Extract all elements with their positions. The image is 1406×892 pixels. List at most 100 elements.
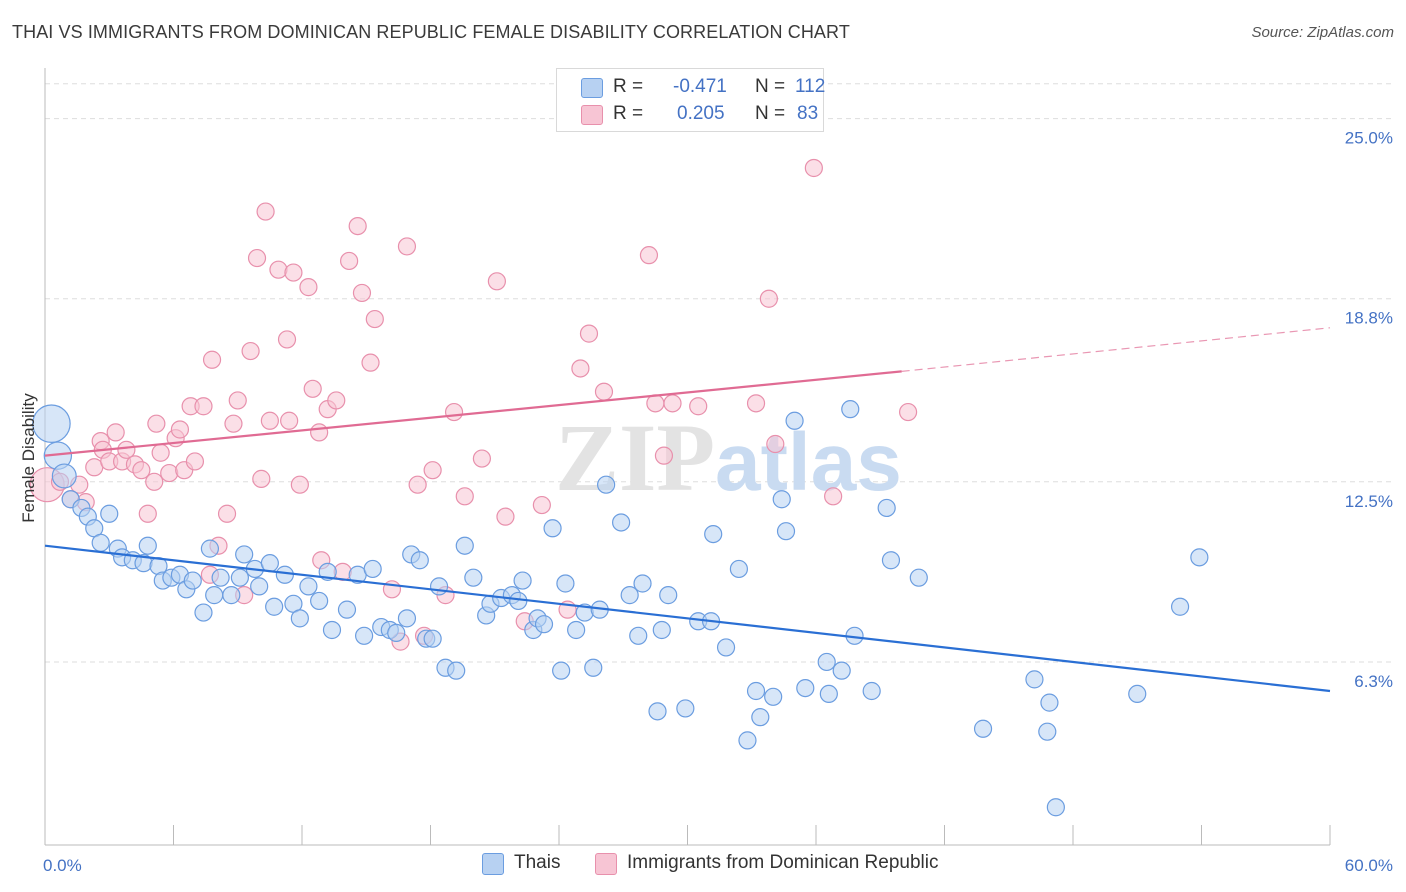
thais-point: [299, 577, 318, 596]
dominican-point: [327, 391, 346, 410]
thais-point: [100, 504, 119, 523]
thais-point: [832, 661, 851, 680]
thais-point: [817, 652, 836, 672]
dominican-point: [646, 394, 665, 413]
thais-point: [751, 708, 770, 727]
thais-point: [290, 609, 309, 628]
thais-point: [556, 574, 575, 593]
dominican-point: [217, 504, 237, 523]
x-tick-label: 0.0%: [43, 856, 82, 875]
dominican-point: [487, 272, 506, 291]
dominican-point: [147, 414, 166, 433]
thais-point: [310, 591, 329, 611]
legend-r-value: 0.205: [677, 103, 725, 124]
thais-trend-line: [44, 544, 1331, 693]
dominican-point: [145, 472, 164, 491]
y-axis-label: Female Disability: [19, 393, 38, 523]
dominican-point: [170, 420, 190, 439]
thais-point: [704, 524, 723, 544]
thais-point: [1038, 722, 1057, 741]
legend-swatch-blue: [581, 78, 603, 98]
thais-point: [513, 571, 532, 590]
dominican-point: [117, 440, 136, 459]
thais-point: [841, 400, 860, 419]
dominican-point: [202, 350, 222, 369]
thais-point: [387, 623, 406, 642]
dominican-point: [252, 469, 271, 488]
dominican-point: [571, 359, 590, 378]
dominican-point: [151, 443, 170, 462]
dominican-point: [340, 251, 359, 271]
thais-point: [1025, 670, 1044, 689]
thais-point: [211, 568, 230, 587]
dominican-point: [689, 397, 708, 416]
tick-labels: 6.3% 12.5% 18.8% 25.0% 0.0% 60.0%: [43, 129, 1393, 875]
legend-r-value: -0.471: [673, 76, 727, 97]
dominican-point: [106, 423, 125, 442]
dominican-trend-extension: [901, 327, 1331, 372]
dominican-point: [241, 341, 260, 361]
thais-point: [1040, 693, 1059, 712]
thais-point: [138, 536, 157, 555]
thais-point: [676, 699, 695, 718]
dominican-point: [579, 324, 599, 343]
dominican-point: [194, 397, 213, 416]
thais-point: [819, 684, 838, 704]
dominican-point: [352, 283, 372, 303]
thais-point: [776, 522, 796, 541]
chart-title: THAI VS IMMIGRANTS FROM DOMINICAN REPUBL…: [12, 22, 850, 42]
thais-point: [785, 411, 804, 430]
dominican-point: [824, 487, 843, 506]
dominican-point: [397, 237, 417, 256]
dominican-point: [639, 246, 659, 265]
dominican-point: [247, 248, 267, 268]
thais-point: [648, 702, 667, 721]
watermark-zip: ZIP: [555, 404, 715, 511]
legend-swatch-pink: [581, 105, 603, 125]
dominican-point: [290, 475, 309, 494]
thais-point: [322, 620, 342, 640]
thais-point: [716, 638, 736, 657]
thais-point: [1190, 548, 1209, 567]
dominican-point: [663, 394, 682, 413]
bottom-legend-swatch-pink: [595, 853, 617, 875]
dominican-point: [532, 495, 551, 515]
dominican-point: [280, 411, 299, 430]
legend-n-value: 83: [797, 103, 819, 124]
thais-point: [260, 554, 279, 573]
thais-point: [534, 615, 554, 634]
watermark-atlas: atlas: [715, 417, 902, 508]
thais-point: [973, 719, 993, 738]
thais-point: [1046, 798, 1065, 817]
thais-point: [746, 681, 766, 701]
thais-point: [909, 568, 928, 587]
thais-point: [552, 661, 571, 680]
dominican-point: [284, 263, 303, 282]
y-tick-label: 25.0%: [1345, 129, 1393, 148]
thais-point: [652, 620, 671, 640]
thais-point: [629, 626, 648, 645]
thais-point: [355, 626, 374, 645]
dominican-point: [277, 330, 297, 349]
dominican-point: [303, 379, 322, 398]
thais-point: [397, 609, 417, 628]
thais-point: [363, 559, 382, 579]
watermark: ZIP atlas: [555, 404, 902, 511]
thais-point: [881, 551, 901, 570]
thais-point: [51, 463, 77, 489]
thais-point: [337, 600, 357, 619]
thais-point: [597, 475, 616, 494]
legend-n-label: N =: [755, 76, 786, 97]
dominican-point: [256, 202, 275, 221]
thais-point: [464, 568, 483, 587]
thais-point: [200, 539, 220, 558]
dominican-point: [138, 504, 157, 523]
thais-point: [222, 586, 241, 605]
thais-point: [877, 498, 896, 518]
dominican-point: [365, 309, 384, 329]
thais-point: [1170, 597, 1190, 616]
thais-point: [91, 533, 110, 552]
dominican-point: [746, 394, 766, 413]
dominican-point: [408, 475, 427, 494]
